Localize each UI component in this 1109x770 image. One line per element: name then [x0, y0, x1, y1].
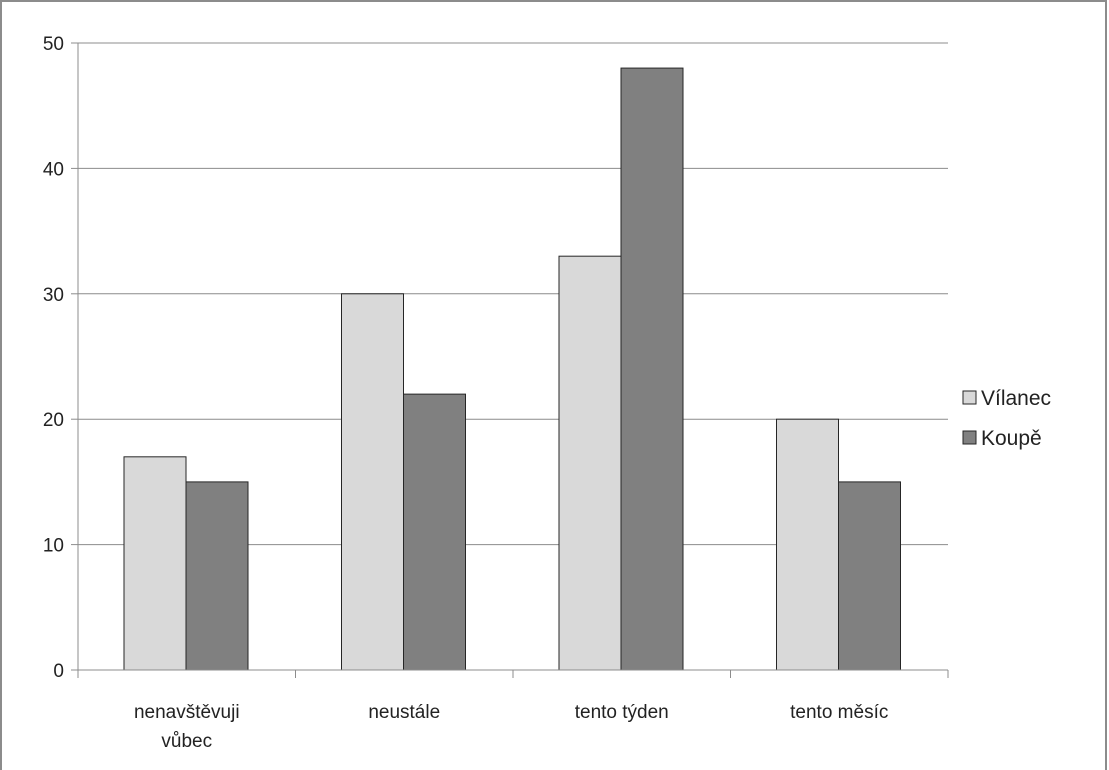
x-tick-label: vůbec	[161, 731, 212, 752]
legend-label-vilanec: Vílanec	[981, 387, 1051, 410]
bar-koupe-3	[838, 481, 901, 671]
bar-koupe-1	[403, 393, 466, 671]
x-tick-label: nenavštěvuji	[134, 702, 240, 723]
legend-swatch-vilanec	[962, 390, 977, 405]
bar-vilanec-3	[776, 418, 839, 671]
bar-vilanec-2	[558, 255, 622, 671]
x-tick-label: tento týden	[575, 702, 669, 723]
y-tick-label: 50	[43, 34, 64, 55]
bars	[123, 67, 901, 671]
legend-label-koupe: Koupě	[981, 427, 1042, 450]
x-tick-label: neustále	[368, 702, 440, 723]
legend: Vílanec Koupě	[962, 387, 1051, 450]
bar-koupe-0	[185, 481, 249, 671]
bar-vilanec-0	[123, 456, 187, 671]
axes: 0 10 20 30 40 50 nenavštěvuji vůbec neustále tent…	[43, 34, 949, 752]
x-tick-label: tento měsíc	[790, 702, 888, 723]
y-tick-label: 30	[43, 285, 64, 306]
legend-swatch-koupe	[962, 430, 977, 445]
bar-koupe-2	[620, 67, 684, 671]
y-tick-label: 20	[43, 410, 64, 431]
bar-vilanec-1	[341, 293, 404, 671]
y-tick-label: 40	[43, 159, 64, 180]
y-tick-label: 10	[43, 536, 64, 557]
y-tick-label: 0	[53, 661, 64, 682]
